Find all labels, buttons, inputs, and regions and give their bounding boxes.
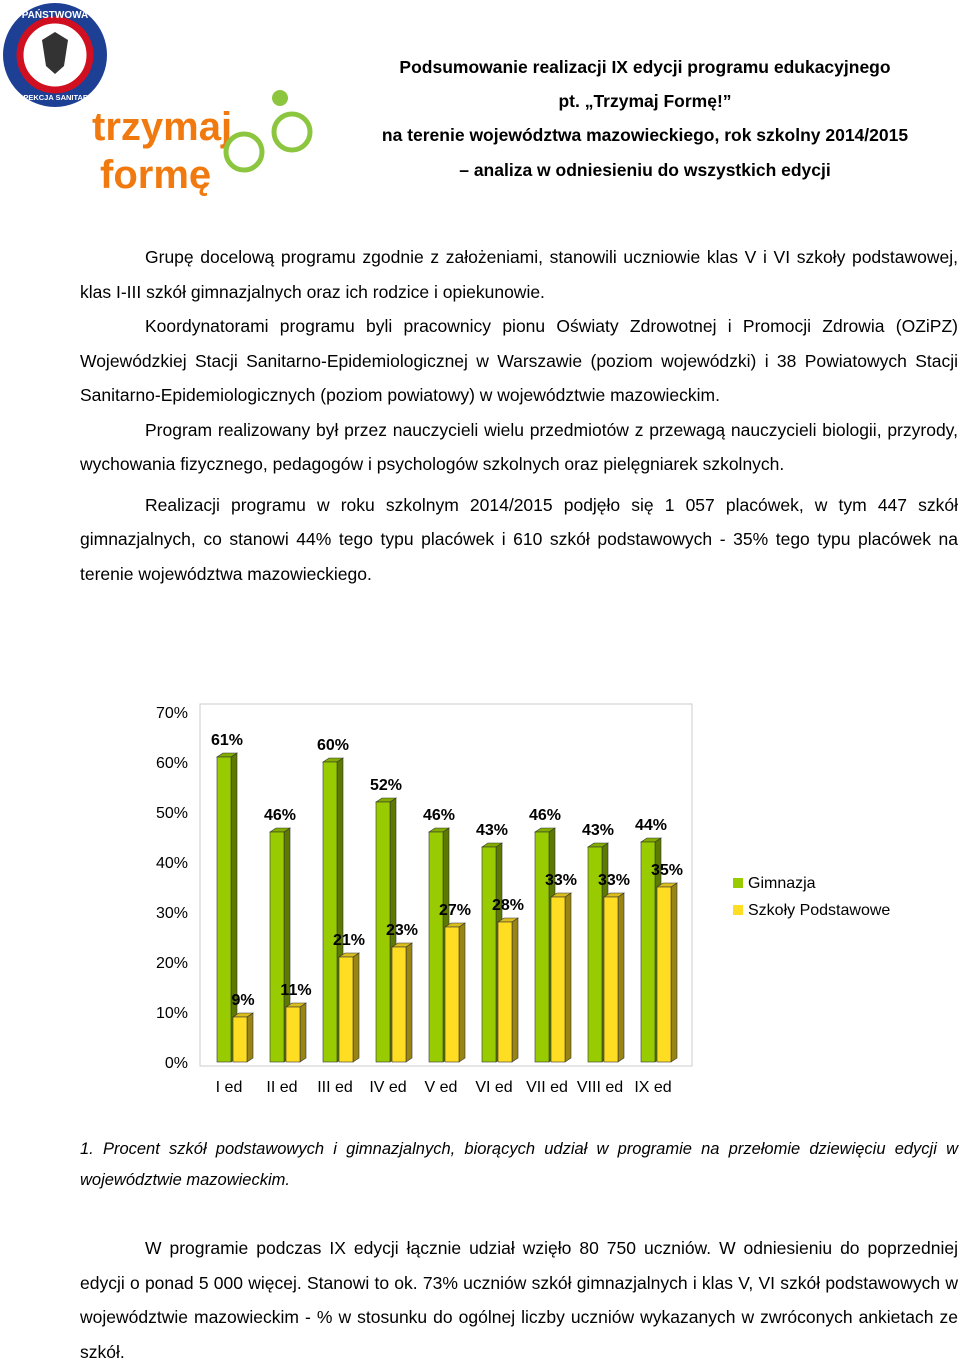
value-label: 21% [333, 932, 365, 949]
bar [656, 886, 672, 1063]
bar-side [352, 952, 360, 1063]
bar [375, 801, 391, 1063]
body-text: Grupę docelową programu zgodnie z założe… [80, 240, 958, 591]
value-label: 52% [370, 777, 402, 794]
legend-label: Gimnazja [748, 875, 816, 892]
paragraph: Grupę docelową programu zgodnie z założe… [80, 247, 958, 302]
value-label: 46% [529, 807, 561, 824]
bar [338, 956, 354, 1063]
legend-label: Szkoły Podstawowe [748, 902, 890, 919]
x-tick-label: I ed [216, 1079, 243, 1096]
y-tick-label: 10% [156, 1005, 188, 1022]
legend-swatch [733, 905, 743, 915]
value-label: 35% [651, 862, 683, 879]
bar-side [564, 892, 572, 1063]
header-line: pt. „Trzymaj Formę!” [558, 91, 732, 111]
header-line: na terenie województwa mazowieckiego, ro… [381, 125, 909, 145]
y-tick-label: 70% [156, 705, 188, 722]
value-label: 44% [635, 817, 667, 834]
bar [285, 1006, 301, 1063]
bike-wheel [223, 131, 265, 173]
header-line: Podsumowanie realizacji IX edycji progra… [399, 57, 891, 77]
x-tick-label: VII ed [526, 1079, 568, 1096]
paragraph: W programie podczas IX edycji łącznie ud… [80, 1238, 958, 1362]
y-tick-label: 50% [156, 805, 188, 822]
bar-side [617, 892, 625, 1063]
bike-rider [272, 90, 288, 106]
value-label: 33% [545, 872, 577, 889]
bar [269, 831, 285, 1063]
y-tick-label: 60% [156, 755, 188, 772]
bar [550, 896, 566, 1063]
bar [216, 756, 232, 1063]
value-label: 60% [317, 737, 349, 754]
caption: 1. Procent szkół podstawowych i gimnazja… [80, 1140, 958, 1189]
value-label: 28% [492, 897, 524, 914]
logo-eagle [42, 32, 68, 74]
y-tick-label: 30% [156, 905, 188, 922]
value-label: 46% [423, 807, 455, 824]
logo-ring-bottom: INSPEKCJA SANITARNA [11, 93, 100, 102]
bar [232, 1016, 248, 1063]
paragraph: Koordynatorami programu byli pracownicy … [80, 316, 958, 405]
value-label: 11% [280, 982, 311, 999]
bar-side [405, 942, 413, 1063]
legend-swatch [733, 878, 743, 888]
bar [603, 896, 619, 1063]
header-line: – analiza w odniesieniu do wszystkich ed… [459, 160, 831, 180]
bar [587, 846, 603, 1063]
x-tick-label: II ed [266, 1079, 297, 1096]
bar-side [299, 1002, 307, 1063]
value-label: 61% [211, 732, 243, 749]
x-tick-label: V ed [425, 1079, 458, 1096]
logo-ring-top: PAŃSTWOWA [22, 8, 88, 21]
bar [534, 831, 550, 1063]
chart-frame [199, 703, 693, 1067]
bar [497, 921, 513, 1063]
bar [428, 831, 444, 1063]
x-tick-label: III ed [317, 1079, 353, 1096]
bar-side [246, 1012, 254, 1063]
x-tick-label: IV ed [369, 1079, 406, 1096]
value-label: 46% [264, 807, 296, 824]
value-label: 9% [231, 992, 254, 1009]
x-tick-label: VI ed [475, 1079, 512, 1096]
bar [640, 841, 656, 1063]
x-tick-label: IX ed [634, 1079, 671, 1096]
bar-side [458, 922, 466, 1063]
bar-side [511, 917, 519, 1063]
bar [322, 761, 338, 1063]
bar [391, 946, 407, 1063]
value-label: 27% [439, 902, 471, 919]
logo: PAŃSTWOWA INSPEKCJA SANITARNA trzymaj fo… [3, 3, 313, 197]
value-label: 23% [386, 922, 418, 939]
value-label: 43% [582, 822, 614, 839]
bar-side [670, 882, 678, 1063]
y-tick-label: 20% [156, 955, 188, 972]
paragraph: Realizacji programu w roku szkolnym 2014… [80, 494, 958, 584]
value-label: 43% [476, 822, 508, 839]
closing-text: W programie podczas IX edycji łącznie ud… [80, 1231, 958, 1363]
bike-wheel [271, 111, 313, 153]
value-label: 33% [598, 872, 630, 889]
chart: 0% 10% 20% 30% 40% 50% 60% 70% I ed II ed III ed IV… [156, 703, 890, 1096]
brand-line1: trzymaj [92, 105, 232, 149]
brand-line2: formę [100, 153, 211, 197]
bar [481, 846, 497, 1063]
bar [444, 926, 460, 1063]
y-tick-label: 0% [165, 1055, 188, 1072]
y-tick-label: 40% [156, 855, 188, 872]
paragraph: Program realizowany był przez nauczyciel… [80, 419, 958, 475]
x-tick-label: VIII ed [577, 1079, 623, 1096]
